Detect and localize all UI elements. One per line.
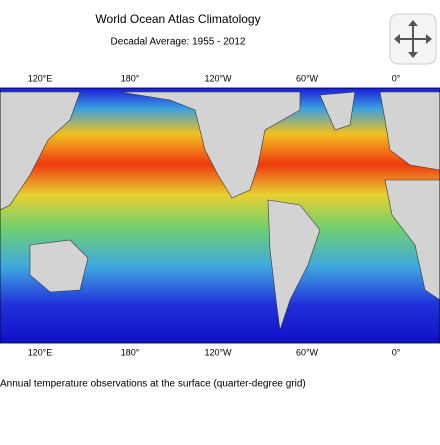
longitude-label: 120°E	[28, 347, 53, 357]
top-axis: 120°E 180° 120°W 60°W 0°	[28, 73, 401, 83]
bottom-axis: 120°E 180° 120°W 60°W 0°	[28, 347, 401, 357]
longitude-label: 120°W	[204, 347, 232, 357]
longitude-label: 120°E	[28, 73, 53, 83]
longitude-label: 120°W	[204, 73, 232, 83]
longitude-label: 0°	[392, 73, 401, 83]
longitude-label: 180°	[121, 347, 140, 357]
expand-button[interactable]	[389, 13, 437, 65]
map	[0, 87, 440, 344]
caption: Annual temperature observations at the s…	[0, 379, 306, 390]
subtitle: Decadal Average: 1955 - 2012	[111, 37, 246, 48]
title: World Ocean Atlas Climatology	[95, 12, 260, 26]
longitude-label: 60°W	[296, 73, 319, 83]
longitude-label: 0°	[392, 347, 401, 357]
longitude-label: 180°	[121, 73, 140, 83]
longitude-label: 60°W	[296, 347, 319, 357]
